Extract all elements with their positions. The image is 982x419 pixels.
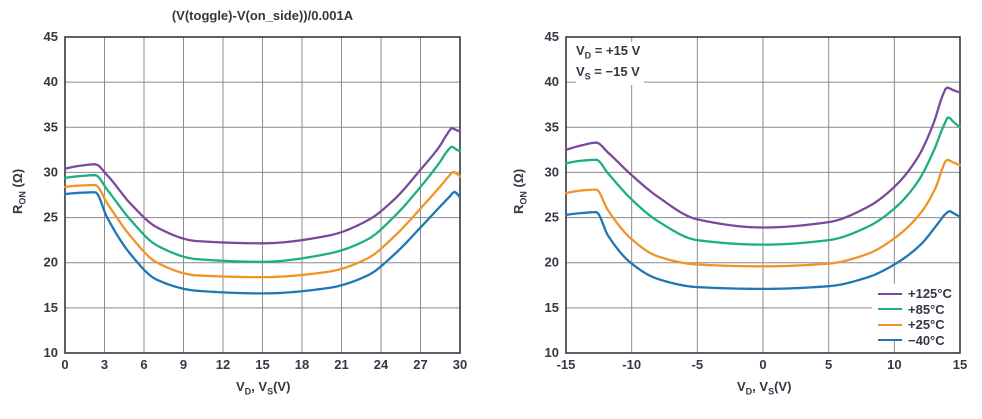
- svg-text:20: 20: [545, 255, 559, 270]
- svg-text:10: 10: [887, 357, 901, 372]
- svg-text:40: 40: [545, 74, 559, 89]
- svg-text:40: 40: [44, 74, 58, 89]
- svg-text:15: 15: [545, 300, 559, 315]
- svg-text:15: 15: [44, 300, 58, 315]
- svg-text:0: 0: [759, 357, 766, 372]
- svg-text:3: 3: [101, 357, 108, 372]
- svg-text:25: 25: [44, 210, 58, 225]
- svg-text:35: 35: [44, 119, 58, 134]
- svg-text:20: 20: [44, 255, 58, 270]
- svg-text:-15: -15: [557, 357, 576, 372]
- svg-text:9: 9: [180, 357, 187, 372]
- svg-text:15: 15: [255, 357, 269, 372]
- svg-text:25: 25: [545, 210, 559, 225]
- svg-text:30: 30: [453, 357, 467, 372]
- svg-text:0: 0: [61, 357, 68, 372]
- svg-text:35: 35: [545, 119, 559, 134]
- svg-text:45: 45: [545, 29, 559, 44]
- svg-text:10: 10: [44, 345, 58, 360]
- svg-text:-5: -5: [692, 357, 704, 372]
- svg-text:30: 30: [44, 164, 58, 179]
- svg-text:-10: -10: [622, 357, 641, 372]
- svg-text:15: 15: [953, 357, 967, 372]
- svg-text:21: 21: [334, 357, 348, 372]
- svg-text:18: 18: [295, 357, 309, 372]
- svg-text:30: 30: [545, 164, 559, 179]
- svg-text:45: 45: [44, 29, 58, 44]
- svg-text:6: 6: [140, 357, 147, 372]
- svg-text:27: 27: [413, 357, 427, 372]
- svg-text:24: 24: [374, 357, 389, 372]
- svg-text:12: 12: [216, 357, 230, 372]
- svg-text:5: 5: [825, 357, 832, 372]
